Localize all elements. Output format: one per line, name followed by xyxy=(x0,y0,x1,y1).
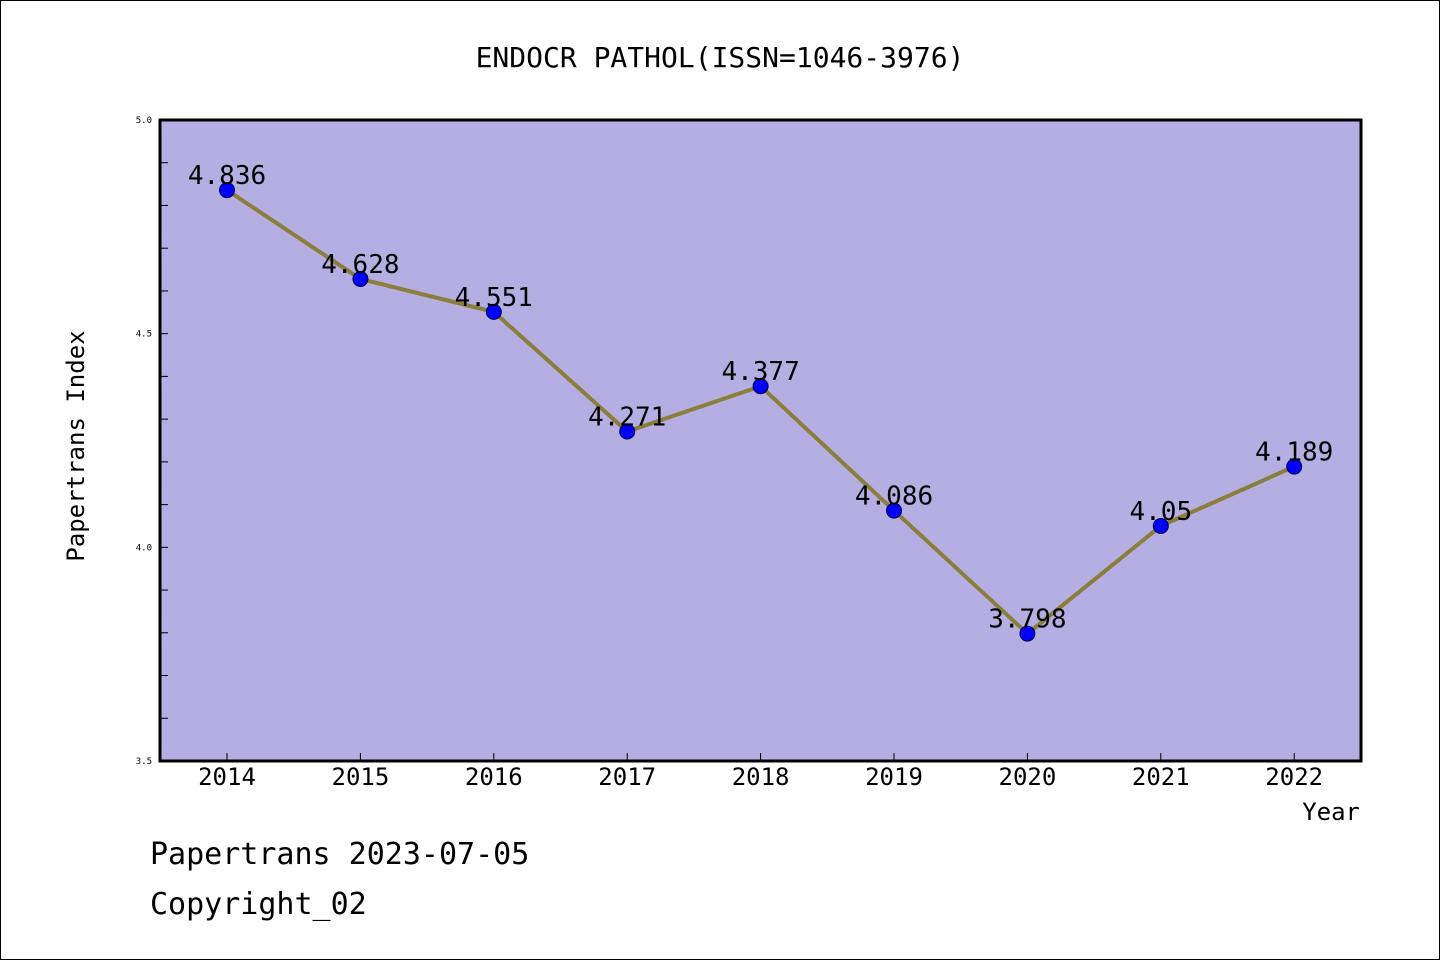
data-point-marker xyxy=(219,182,235,199)
data-point-marker xyxy=(485,303,502,320)
y-tick-label: 5.0 xyxy=(136,116,152,126)
x-axis: 2014 2015 2016 2017 2018 2019 2020 2021 2022 xyxy=(198,753,1323,791)
y-tick-label: 4.5 xyxy=(136,330,152,340)
data-label: 4.377 xyxy=(721,357,799,387)
y-tick-label: 3.5 xyxy=(136,757,152,767)
data-point-marker xyxy=(752,378,769,395)
data-point-marker xyxy=(1286,458,1303,475)
data-label: 4.836 xyxy=(188,161,266,191)
data-label: 4.271 xyxy=(588,403,666,433)
data-point-marker xyxy=(352,270,369,287)
y-axis-label: Papertrans Index xyxy=(62,330,90,561)
x-tick-label: 2018 xyxy=(732,763,790,791)
y-axis: 3.5 4.0 4.5 5.0 xyxy=(136,116,168,767)
x-axis-label: Year xyxy=(1302,798,1360,826)
x-tick-label: 2017 xyxy=(598,763,656,791)
data-label: 4.189 xyxy=(1255,438,1333,468)
data-label: 3.798 xyxy=(988,605,1066,635)
x-tick-label: 2015 xyxy=(332,763,390,791)
x-tick-label: 2014 xyxy=(198,763,256,791)
x-tick-label: 2019 xyxy=(865,763,923,791)
data-label: 4.628 xyxy=(321,250,399,280)
data-label: 4.551 xyxy=(455,283,533,313)
data-point-marker xyxy=(886,502,902,519)
data-point-marker xyxy=(1152,517,1169,534)
data-point-marker xyxy=(619,423,636,440)
footer-copyright-text: Copyright_02 xyxy=(150,887,367,922)
x-tick-label: 2021 xyxy=(1132,763,1190,791)
x-tick-label: 2022 xyxy=(1265,763,1323,791)
x-tick-label: 2020 xyxy=(999,763,1057,791)
data-label: 4.05 xyxy=(1129,497,1192,527)
x-tick-label: 2016 xyxy=(465,763,523,791)
footer-date-text: Papertrans 2023-07-05 xyxy=(150,837,529,872)
plot-area xyxy=(158,118,1363,763)
y-tick-label: 4.0 xyxy=(136,543,152,553)
series-layer: 4.836 4.628 4.551 4.271 4.377 4.086 3.798 4.05 4… xyxy=(188,161,1333,642)
chart-title: ENDOCR PATHOL(ISSN=1046-3976) xyxy=(476,41,965,74)
data-label: 4.086 xyxy=(855,482,933,512)
data-point-marker xyxy=(1019,625,1036,642)
